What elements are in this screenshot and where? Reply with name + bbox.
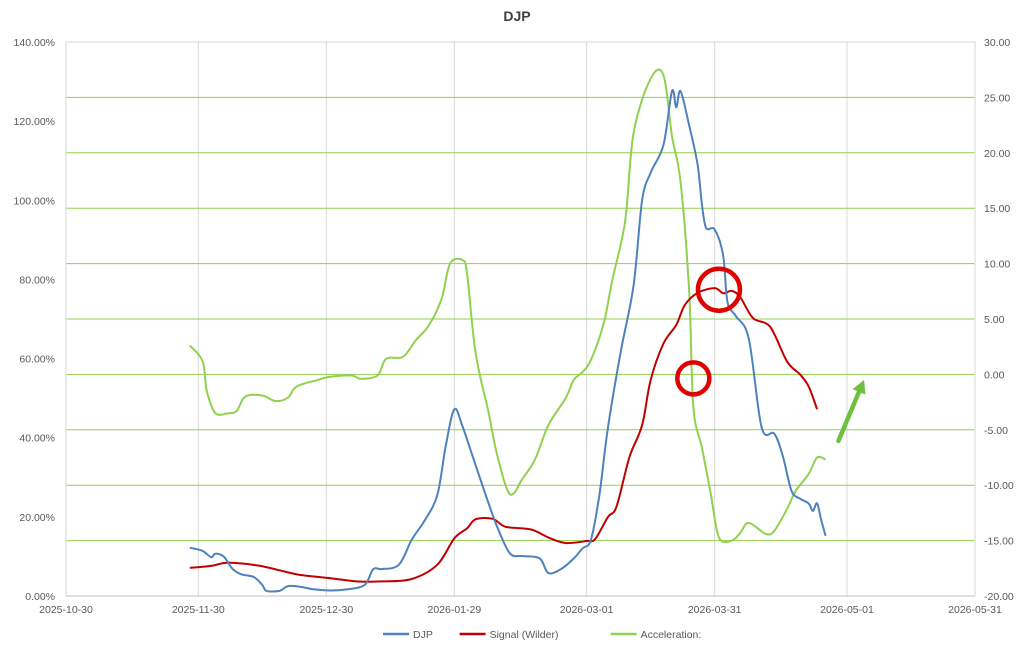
chart-title: DJP [503,8,530,24]
highlight-circle [675,360,712,397]
y-right-tick-label: -5.00 [984,425,1008,437]
series-line-acceleration [189,68,827,544]
y-left-tick-label: 20.00% [19,512,55,524]
annotations [675,266,866,444]
legend: DJP Signal (Wilder) Acceleration: [383,629,701,641]
highlight-circle [695,266,743,313]
x-tick-label: 2026-05-01 [820,604,874,616]
y-right-tick-label: 0.00 [984,369,1005,381]
y-left-tick-label: 60.00% [19,354,55,366]
y-right-tick-label: -20.00 [984,591,1014,603]
y-right-tick-label: 25.00 [984,92,1010,104]
y-right-tick-label: 30.00 [984,37,1010,49]
y-right-tick-label: -15.00 [984,536,1014,548]
legend-label-djp: DJP [413,629,433,641]
y-right-tick-label: -10.00 [984,480,1014,492]
y-left-tick-label: 40.00% [19,433,55,445]
y-left-tick-label: 80.00% [19,274,55,286]
series-lines [189,68,827,593]
y-left-tick-label: 0.00% [25,591,55,603]
x-tick-label: 2026-03-01 [560,604,614,616]
y-right-tick-label: 5.00 [984,314,1005,326]
legend-label-signal-wilder: Signal (Wilder) [490,629,559,641]
y-right-tick-label: 15.00 [984,203,1010,215]
trend-arrow-head [852,379,866,395]
x-tick-label: 2025-11-30 [172,604,225,616]
y-right-tick-label: 20.00 [984,148,1010,160]
series-line-djp [189,88,827,593]
x-tick-label: 2025-10-30 [39,604,93,616]
x-tick-label: 2026-05-31 [948,604,1002,616]
y-right-tick-label: 10.00 [984,259,1010,271]
y-left-tick-label: 100.00% [14,195,55,207]
x-tick-label: 2026-01-29 [427,604,481,616]
trend-arrow-shaft [836,389,862,444]
axes: 0.00% 20.00% 40.00% 60.00% 80.00% 100.00% 120.… [14,37,1014,616]
legend-label-acceleration: Acceleration: [641,629,702,641]
x-tick-label: 2026-03-31 [688,604,742,616]
y-left-tick-label: 140.00% [14,37,55,49]
y-left-tick-label: 120.00% [14,116,55,128]
x-tick-label: 2025-12-30 [299,604,353,616]
